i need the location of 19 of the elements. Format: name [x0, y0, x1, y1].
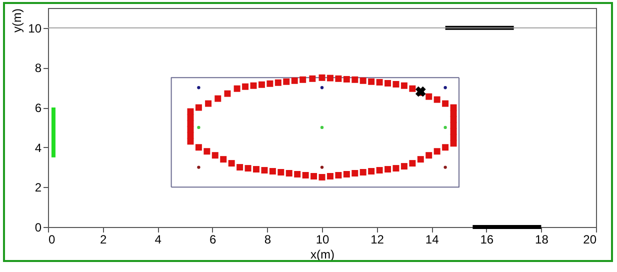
y-tick-label: 4	[34, 140, 42, 155]
x-tick-label: 12	[370, 232, 384, 246]
x-tick-label: 20	[583, 232, 597, 246]
x-axis-title: x(m)	[310, 248, 334, 262]
x-tick-label: 8	[264, 232, 272, 246]
x-tick-label: 2	[100, 232, 107, 246]
x-tick-label: 16	[480, 232, 494, 246]
y-tick-label: 0	[34, 220, 42, 234]
y-tick-label: 8	[34, 61, 42, 76]
x-tick-label: 4	[154, 232, 162, 246]
x-tick-label: 18	[535, 232, 549, 246]
y-tick-label: 2	[34, 180, 42, 195]
x-tick-label: 0	[48, 232, 56, 246]
y-tick-label: 10	[28, 21, 42, 36]
y-axis-title: y(m)	[10, 8, 24, 32]
x-tick-label: 14	[425, 232, 440, 246]
x-tick-label: 10	[316, 232, 330, 246]
x-tick-label: 6	[210, 232, 217, 246]
y-tick-label: 6	[34, 101, 42, 116]
